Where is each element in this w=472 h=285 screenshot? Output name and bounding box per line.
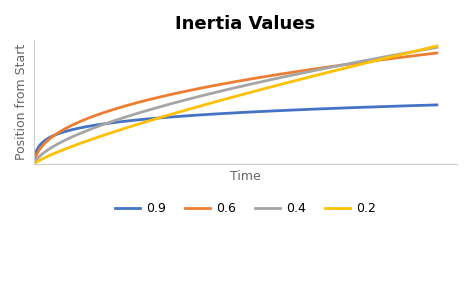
0.2: [31, 162, 37, 166]
0.6: [271, 74, 277, 77]
0.6: [270, 74, 275, 77]
0.9: [270, 109, 275, 113]
Title: Inertia Values: Inertia Values: [175, 15, 315, 33]
Legend: 0.9, 0.6, 0.4, 0.2: 0.9, 0.6, 0.4, 0.2: [110, 198, 380, 221]
0.2: [33, 161, 38, 165]
0.6: [278, 72, 283, 76]
0.9: [33, 153, 38, 156]
0.2: [434, 44, 440, 48]
0.9: [371, 105, 376, 109]
Line: 0.6: 0.6: [34, 53, 437, 164]
0.4: [371, 57, 376, 61]
0.2: [270, 85, 275, 88]
0.4: [271, 77, 277, 81]
0.9: [278, 109, 283, 112]
0.6: [434, 51, 440, 55]
0.6: [396, 56, 402, 59]
0.4: [434, 46, 440, 49]
0.4: [396, 52, 402, 56]
0.6: [33, 156, 38, 160]
0.9: [396, 104, 402, 108]
0.4: [270, 78, 275, 81]
0.2: [396, 53, 402, 57]
0.4: [31, 162, 37, 166]
0.4: [278, 76, 283, 79]
0.9: [31, 162, 37, 166]
Line: 0.4: 0.4: [34, 47, 437, 164]
Line: 0.9: 0.9: [34, 105, 437, 164]
0.6: [31, 162, 37, 166]
0.6: [371, 59, 376, 62]
0.2: [371, 60, 376, 63]
0.9: [271, 109, 277, 113]
0.9: [434, 103, 440, 107]
0.2: [278, 83, 283, 86]
0.2: [271, 84, 277, 88]
Line: 0.2: 0.2: [34, 46, 437, 164]
X-axis label: Time: Time: [230, 170, 261, 182]
0.4: [33, 160, 38, 163]
Y-axis label: Position from Start: Position from Start: [15, 44, 28, 160]
